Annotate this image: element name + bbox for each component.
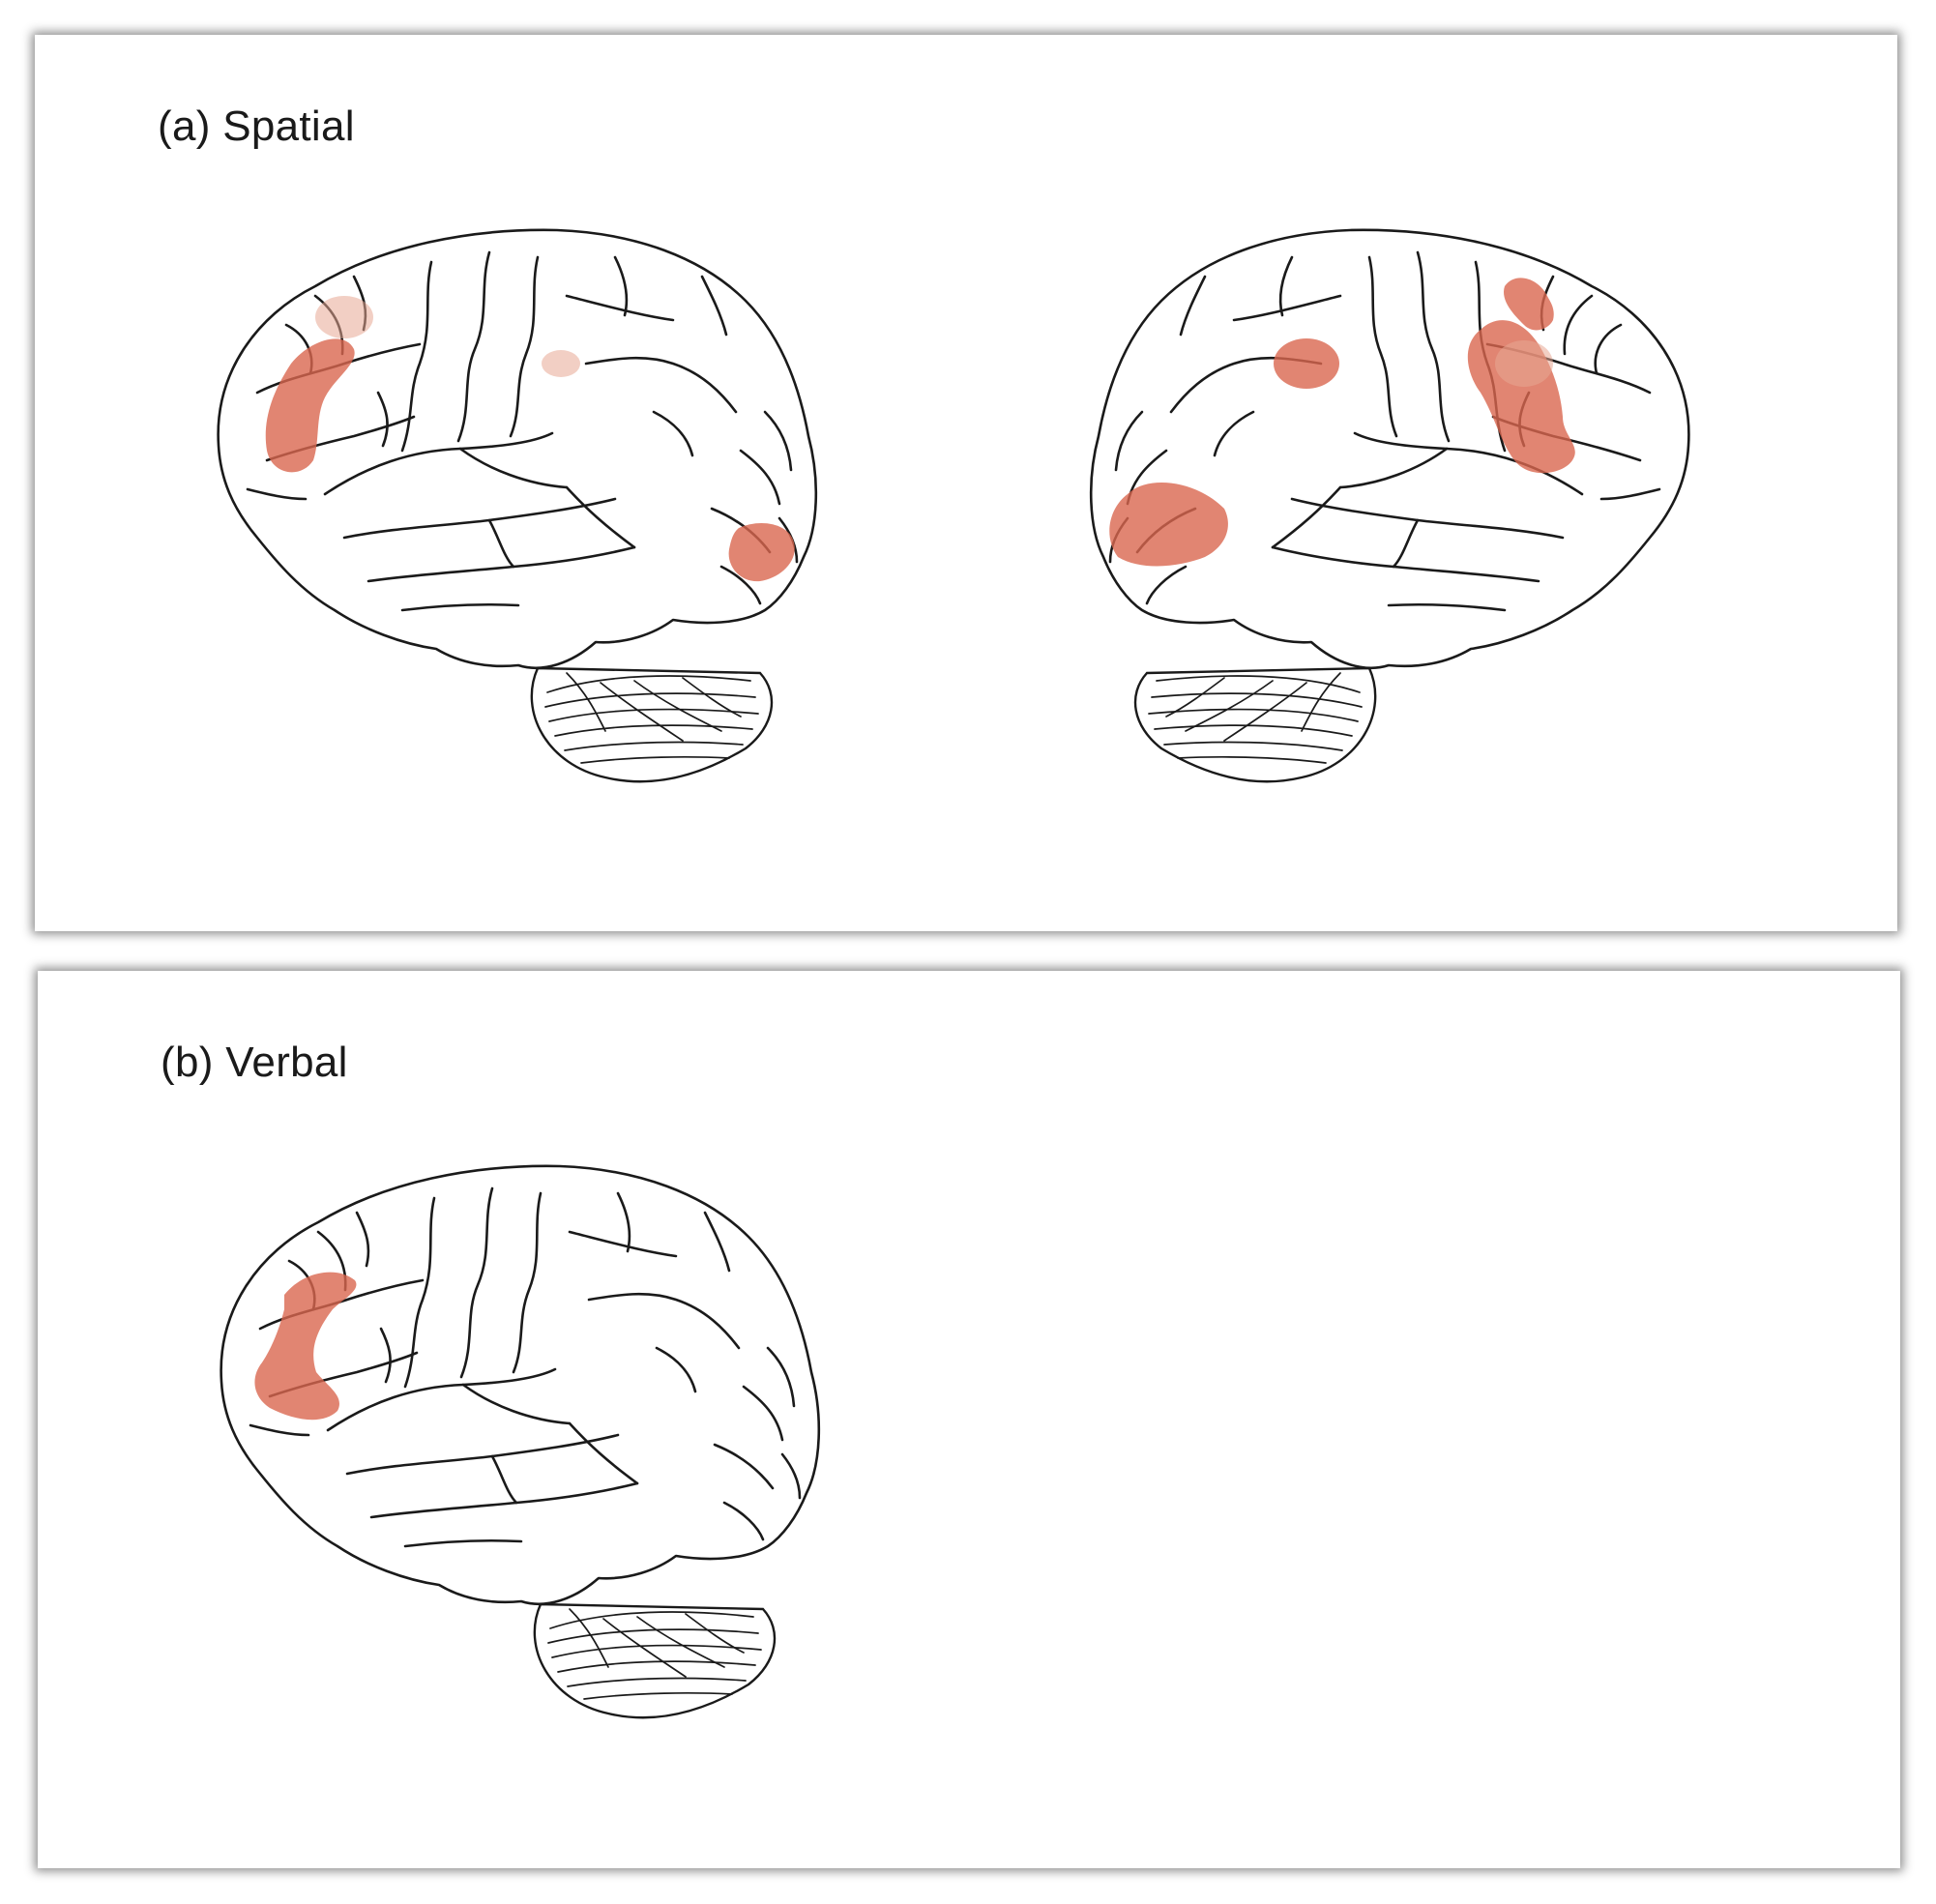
activation-frontal	[265, 338, 355, 473]
activation-occipital-right	[1109, 483, 1228, 567]
activation-frontal-right	[1467, 320, 1575, 474]
panel-label-verbal: (b) Verbal	[161, 1039, 348, 1086]
brain-right-hemisphere-spatial	[1089, 228, 1690, 783]
activation-frontal-upper-right	[1504, 278, 1554, 331]
panel-spatial: (a) Spatial	[35, 35, 1897, 931]
activation-occipital	[728, 523, 795, 582]
activation-frontal-faint	[315, 296, 373, 338]
activation-frontal-faint-right	[1495, 340, 1553, 387]
activation-parietal-right	[1274, 338, 1339, 389]
brain-left-hemisphere-spatial	[217, 228, 818, 783]
panel-verbal: (b) Verbal	[38, 971, 1900, 1868]
panel-label-spatial: (a) Spatial	[158, 103, 355, 150]
brain-left-hemisphere-verbal	[220, 1164, 821, 1719]
activation-parietal-faint	[542, 350, 580, 377]
activation-frontal-verbal	[254, 1272, 357, 1421]
